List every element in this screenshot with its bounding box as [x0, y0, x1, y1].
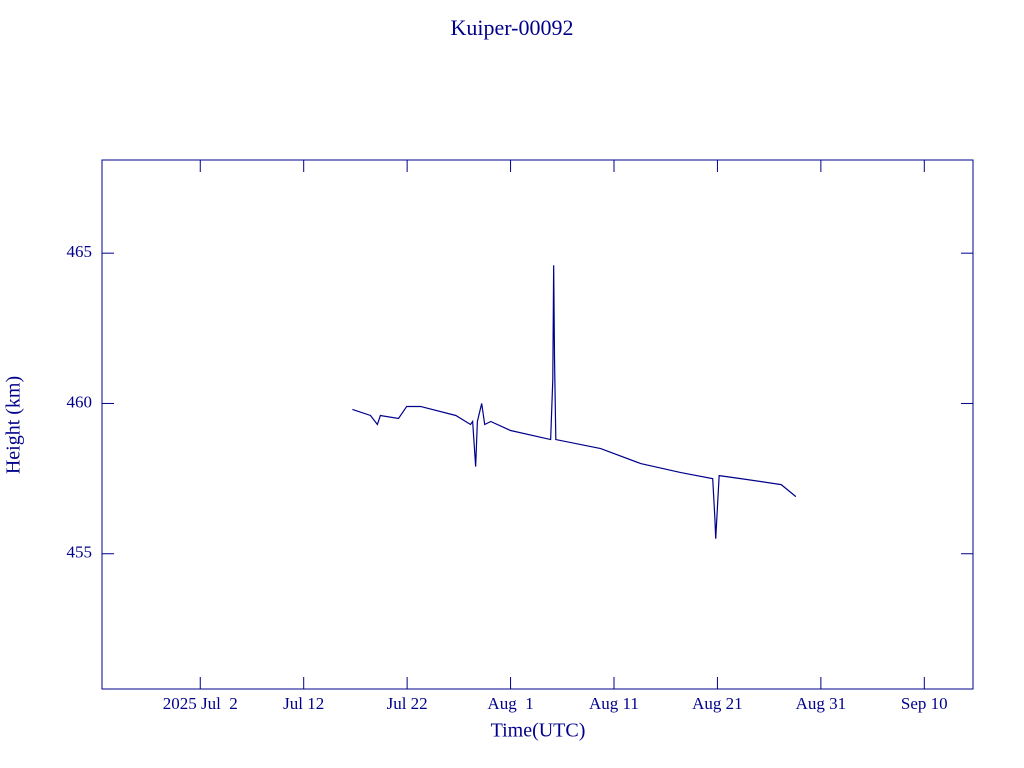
data-line [352, 265, 797, 539]
y-tick-label: 455 [67, 543, 93, 562]
x-tick-label: Aug 1 [487, 694, 533, 713]
x-tick-label: Aug 21 [692, 694, 743, 713]
x-axis-label: Time(UTC) [491, 720, 586, 742]
y-tick-label: 460 [67, 392, 93, 411]
x-tick-label: Sep 10 [901, 694, 948, 713]
x-tick-label: Aug 11 [589, 694, 639, 713]
y-tick-label: 465 [67, 242, 93, 261]
chart-title: Kuiper-00092 [451, 15, 574, 40]
x-tick-label: Jul 22 [387, 694, 428, 713]
plot-frame [101, 159, 974, 690]
x-tick-label: 2025 Jul 2 [163, 694, 238, 713]
y-axis-label: Height (km) [3, 376, 25, 474]
x-tick-label: Jul 12 [283, 694, 324, 713]
x-tick-label: Aug 31 [796, 694, 847, 713]
